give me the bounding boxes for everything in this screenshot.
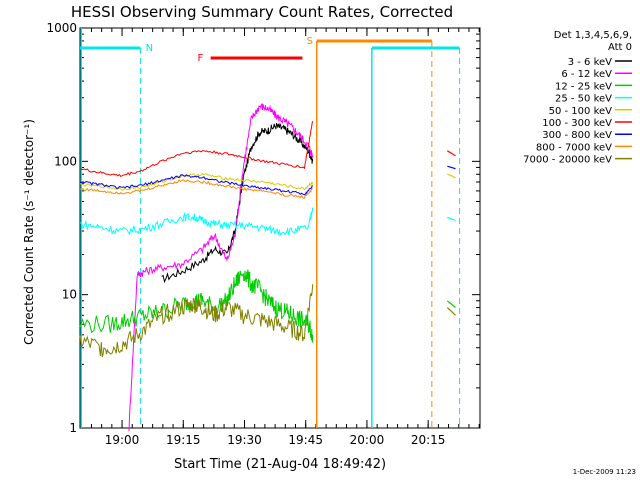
legend-label-1: 3 - 6 keV [568, 57, 612, 68]
y-tick-label: 1000 [46, 21, 77, 35]
plot-area: 1 10 100 1000 19:00 19:15 19:30 19:45 20:00 20:15… [46, 21, 632, 447]
legend-label-9: 7000 - 20000 keV [523, 155, 612, 166]
late-segment-line-4 [447, 216, 456, 222]
series-line-7 [79, 174, 314, 196]
legend-label-2: 6 - 12 keV [561, 69, 612, 80]
plot-frame [79, 27, 481, 429]
x-tick-label: 20:00 [350, 433, 385, 447]
x-axis-label: Start Time (21-Aug-04 18:49:42) [174, 457, 386, 472]
legend-label-4: 25 - 50 keV [555, 94, 612, 105]
y-axis-label: Corrected Count Rate (s⁻¹ detector⁻¹) [22, 119, 36, 345]
x-tick-label: 19:30 [227, 433, 262, 447]
legend-label-3: 12 - 25 keV [555, 81, 612, 92]
annotation-s-label: S [307, 36, 313, 47]
late-segment-line-5 [447, 173, 456, 179]
x-tick-label: 19:00 [105, 433, 140, 447]
annotation-n-label: N [146, 43, 153, 54]
date-stamp: 1-Dec-2009 11:23 [573, 468, 636, 476]
series-line-9 [79, 284, 314, 358]
legend-attenuator: Att 0 [608, 42, 632, 53]
late-segment-line-7 [447, 165, 456, 170]
annotation-f-label: F [198, 53, 204, 64]
series-line-4 [79, 207, 314, 237]
series-line-6 [79, 121, 314, 178]
late-segment-line-3 [446, 300, 456, 309]
y-tick-label: 10 [62, 288, 77, 302]
x-tick-label: 19:15 [166, 433, 201, 447]
y-tick-label: 100 [54, 154, 77, 168]
x-tick-label: 19:45 [288, 433, 323, 447]
series-line-8 [79, 178, 313, 199]
late-segment-line-9 [446, 307, 456, 316]
legend-header: Det 1,3,4,5,6,9, [554, 30, 632, 41]
series-line-2 [128, 102, 314, 432]
chart-title: HESSI Observing Summary Count Rates, Cor… [71, 3, 453, 21]
legend-label-8: 800 - 7000 keV [536, 142, 612, 153]
late-segment-line-6 [446, 150, 456, 157]
x-tick-label: 20:15 [411, 433, 446, 447]
legend-label-7: 300 - 800 keV [542, 130, 612, 141]
series-line-1 [161, 122, 314, 284]
y-tick-label: 1 [69, 421, 77, 435]
series-line-3 [79, 269, 314, 343]
series-line-5 [79, 172, 314, 191]
legend-label-5: 50 - 100 keV [549, 106, 613, 117]
legend-label-6: 100 - 300 keV [542, 118, 612, 129]
